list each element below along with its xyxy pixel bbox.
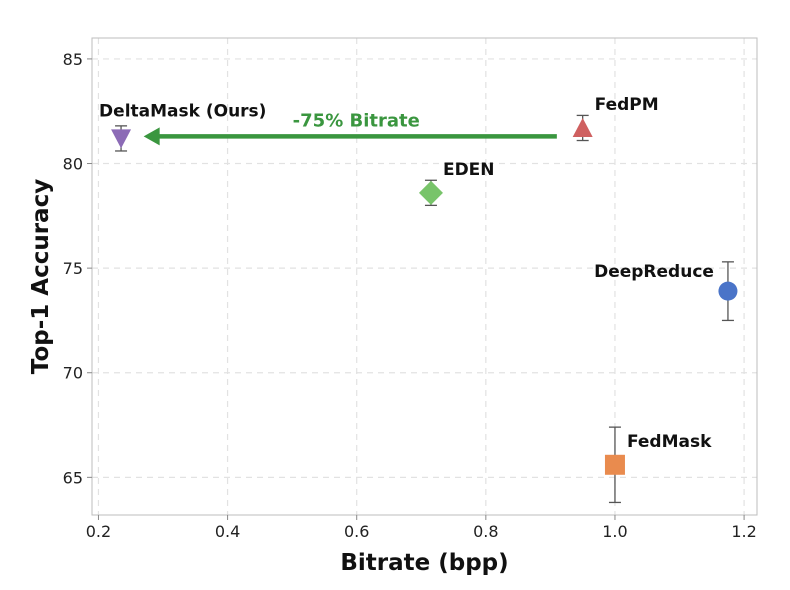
data-point: [572, 114, 593, 142]
y-tick-label: 85: [63, 50, 83, 69]
bitrate-arrow-head: [143, 127, 160, 146]
square-marker: [604, 454, 625, 475]
triangle-up-marker: [572, 117, 593, 137]
x-tick-label: 0.6: [344, 522, 369, 541]
data-point: [604, 426, 625, 504]
point-label: DeltaMask (Ours): [99, 101, 266, 121]
data-point: [111, 125, 132, 152]
triangle-down-marker: [111, 129, 132, 149]
y-tick-label: 70: [63, 364, 83, 383]
x-tick-label: 0.2: [86, 522, 111, 541]
diamond-marker: [418, 180, 443, 205]
x-tick-label: 1.0: [602, 522, 627, 541]
point-label: FedMask: [627, 432, 712, 452]
x-tick-label: 0.4: [215, 522, 240, 541]
y-axis-title: Top-1 Accuracy: [28, 179, 54, 374]
y-tick-label: 75: [63, 259, 83, 278]
point-label: DeepReduce: [594, 262, 714, 282]
x-tick-label: 1.2: [731, 522, 756, 541]
x-tick-label: 0.8: [473, 522, 498, 541]
point-label: FedPM: [595, 95, 659, 115]
circle-marker: [718, 281, 738, 301]
y-tick-label: 65: [63, 468, 83, 487]
y-tick-label: 80: [63, 155, 83, 174]
data-point: [418, 179, 443, 207]
data-point: [718, 261, 738, 322]
x-axis-title: Bitrate (bpp): [340, 550, 508, 576]
bitrate-annotation: -75% Bitrate: [293, 110, 420, 131]
point-label: EDEN: [443, 160, 495, 180]
plot-area: [91, 37, 758, 516]
